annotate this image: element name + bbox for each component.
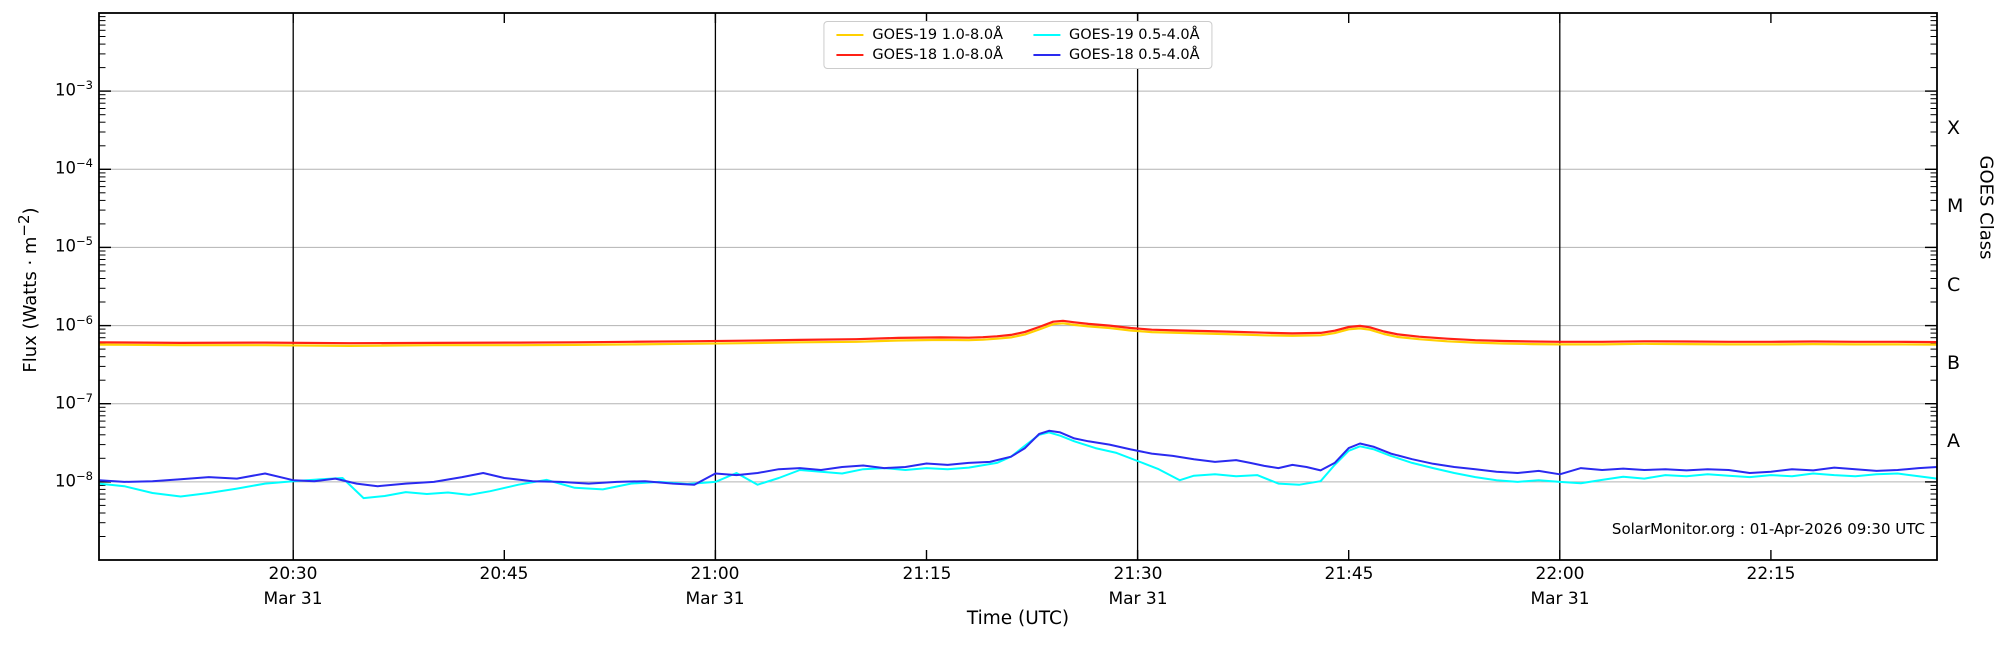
goes-class-letter-m: M [1947,195,1964,217]
x-tick-label: 21:45 [1324,564,1374,584]
y-axis-label: Flux (Watts · m−2) [15,207,41,373]
y-tick-label: 10−4 [55,156,93,178]
x-date-label: Mar 31 [685,589,745,609]
legend-label: GOES-18 1.0-8.0Å [872,47,1003,63]
legend-label: GOES-19 1.0-8.0Å [872,27,1003,43]
x-tick-label: 22:00 [1535,564,1585,584]
y-tick-label: 10−5 [55,234,93,256]
legend-line-swatch [1033,34,1060,36]
y-tick-label: 10−6 [55,313,93,335]
legend-line-swatch [1033,54,1060,56]
legend-item-3: GOES-18 0.5-4.0Å [1033,47,1200,63]
series-line-1 [99,319,1937,345]
solarmonitor-watermark: SolarMonitor.org : 01-Apr-2026 09:30 UTC [1611,520,1925,538]
y-tick-label: 10−8 [55,469,93,491]
x-tick-label: 20:45 [479,564,529,584]
goes-class-letter-c: C [1947,274,1961,296]
legend-label: GOES-19 0.5-4.0Å [1069,27,1200,43]
goes-class-letter-a: A [1947,430,1960,452]
legend-item-1: GOES-18 1.0-8.0Å [836,47,1003,63]
legend-label: GOES-18 0.5-4.0Å [1069,47,1200,63]
x-tick-label: 21:00 [690,564,740,584]
x-tick-label: 21:15 [902,564,952,584]
legend-box: GOES-19 1.0-8.0Å GOES-18 1.0-8.0Å GOES-19 … [823,21,1213,69]
right-axis-label: GOES Class [1975,155,1997,260]
series-line-2 [99,431,1937,500]
legend-item-0: GOES-19 1.0-8.0Å [836,27,1003,43]
legend-item-2: GOES-19 0.5-4.0Å [1033,27,1200,43]
goes-class-letter-x: X [1947,117,1961,139]
legend-line-swatch [836,54,864,56]
y-tick-label: 10−7 [55,391,93,413]
y-tick-label: 10−3 [55,78,93,100]
x-tick-label: 22:15 [1746,564,1796,584]
x-tick-label: 21:30 [1113,564,1163,584]
x-axis-label: Time (UTC) [966,608,1070,629]
goes-class-letter-b: B [1947,352,1961,374]
series-line-3 [99,429,1937,488]
legend-line-swatch [836,34,864,36]
x-date-label: Mar 31 [1108,589,1168,609]
x-tick-label: 20:30 [268,564,318,584]
x-date-label: Mar 31 [1530,589,1590,609]
plot-frame [98,12,1938,561]
series-line-0 [99,322,1937,347]
x-date-label: Mar 31 [263,589,323,609]
